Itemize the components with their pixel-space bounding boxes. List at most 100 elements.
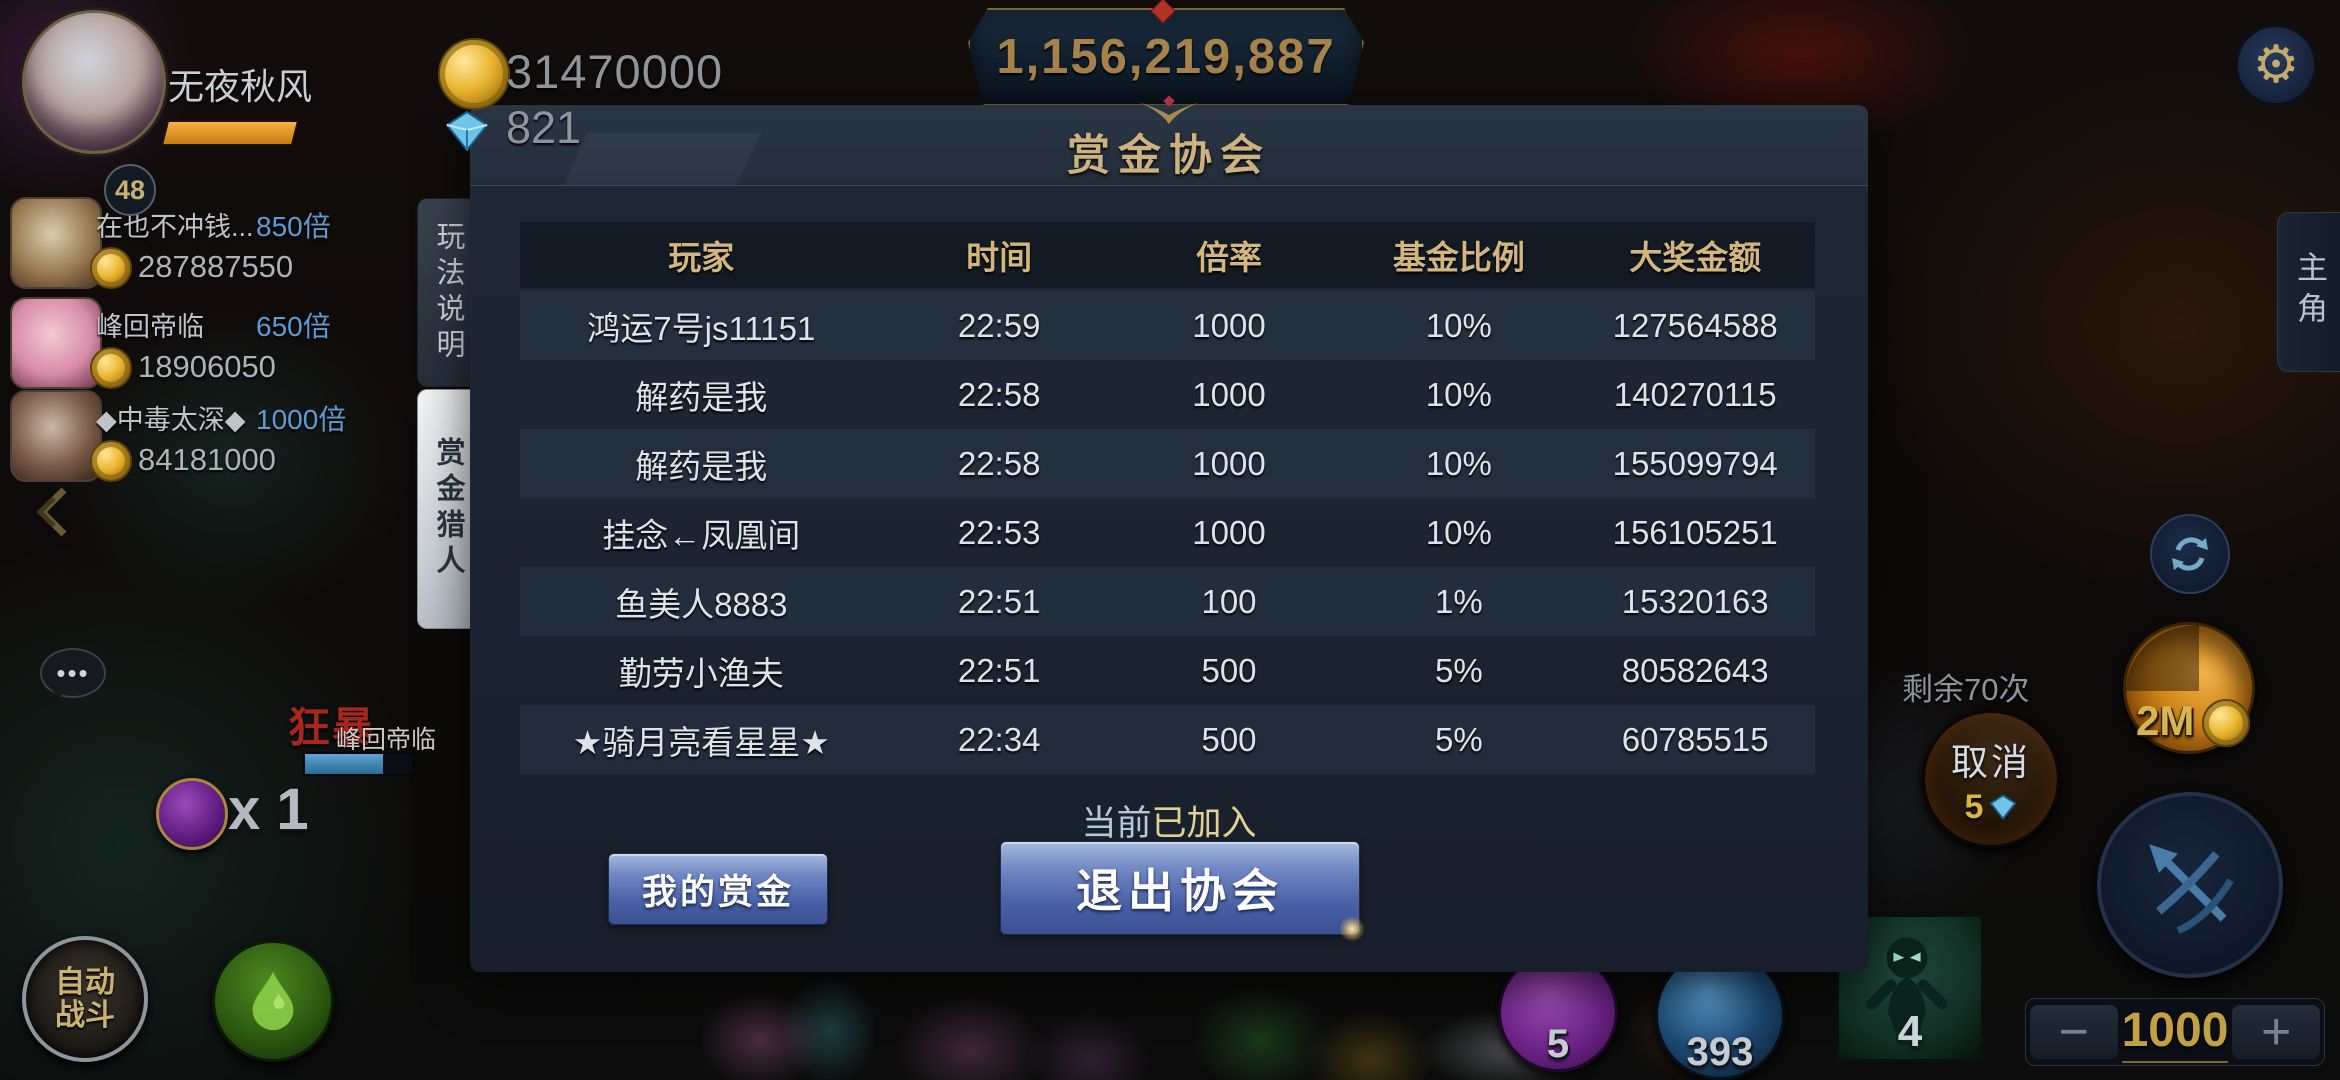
nearby-name: 峰回帝临 [96,312,204,342]
seafloor-creatures [470,960,1870,1080]
stickman-icon [1866,937,1948,1043]
cell-jackpot: 15320163 [1621,582,1769,620]
cell-time: 22:53 [957,513,1041,551]
nearby-name: ◆中毒太深◆ [96,405,246,435]
cell-time: 22:59 [957,306,1041,344]
combo-medal-icon [156,778,228,850]
water-drop-skill-button[interactable] [212,940,334,1062]
cell-fund: 10% [1425,444,1492,482]
cell-time: 22:34 [957,720,1041,758]
combo-multiplier: x 1 [228,777,309,842]
auto-battle-button[interactable]: 自动 战斗 [22,936,148,1062]
col-fund-ratio: 基金比例 [1392,239,1525,276]
bet-stepper: − 1000 + [2025,998,2325,1066]
bounty-guild-dialog: 赏金协会 玩家 时间 倍率 基金比例 大奖金额 鸿运7号js11151 22:5… [470,95,1868,972]
nearby-avatar [10,197,102,289]
player-level-badge: 48 [104,164,156,216]
bet-decrease-button[interactable]: − [2030,1003,2118,1061]
weapon-bow-button[interactable] [2097,792,2283,978]
tab-bounty-hunter[interactable]: 赏金猎人 [417,389,478,629]
skill-stickman-count: 4 [1897,1007,1923,1056]
gem-balance: 821 [506,102,582,153]
cell-jackpot: 80582643 [1621,651,1769,689]
crossbow-icon [2149,844,2234,934]
cancel-label: 取消 [1951,741,2031,783]
droplet-icon [252,971,294,1031]
nearby-avatar [10,297,102,389]
chat-bubble-icon[interactable]: ••• [40,648,106,698]
nearby-amount: 84181000 [138,442,276,477]
cell-player: 解药是我 [635,378,768,416]
nearby-player-row: 在也不冲钱... 850倍 287887550 [10,197,370,289]
cancel-cost: 5 [1964,787,1984,826]
quit-guild-button[interactable]: 退出协会 [1000,841,1365,942]
cell-jackpot: 156105251 [1612,513,1778,551]
coin-balance: 31470000 [506,45,724,98]
cell-fund: 5% [1435,651,1483,689]
cell-rate: 1000 [1192,375,1266,413]
nearby-multiplier: 850倍 [256,211,331,242]
player-name: 无夜秋风 [168,66,313,107]
coin-icon [90,247,132,289]
player-avatar[interactable] [22,10,166,154]
coin-icon [90,440,132,482]
cannon-power-badge: 2M [2136,697,2195,744]
settings-gear-button[interactable]: ⚙ [2235,24,2317,106]
collapse-left-icon[interactable] [30,486,70,543]
cell-player: 勤劳小渔夫 [618,654,784,692]
cell-rate: 1000 [1192,306,1266,344]
table-row: 勤劳小渔夫 22:51 500 5% 80582643 [520,636,1815,705]
col-player: 玩家 [668,239,735,276]
cell-fund: 10% [1425,513,1492,551]
skill-ice-count: 393 [1686,1030,1754,1074]
join-status: 当前已加入 [470,795,1868,846]
switch-cannon-button[interactable] [2150,514,2230,594]
cannon-power-button[interactable]: 2M [2123,622,2255,754]
cell-time: 22:51 [957,651,1041,689]
cell-player: 挂念←凤凰间 [602,516,801,554]
cell-time: 22:58 [957,375,1041,413]
tab-main-character[interactable]: 主角 [2277,212,2340,372]
tab-rules[interactable]: 玩法说明 [417,198,478,387]
cell-time: 22:51 [957,582,1041,620]
skill-purple-button[interactable]: 5 [1498,952,1618,1072]
nearby-multiplier: 650倍 [256,311,331,342]
col-time: 时间 [966,239,1033,276]
rage-label: 狂暴 [288,704,377,751]
cell-player: ★骑月亮看星星★ [572,723,830,761]
cell-jackpot: 140270115 [1613,375,1777,413]
table-row: 解药是我 22:58 1000 10% 140270115 [520,360,1815,429]
cell-jackpot: 127564588 [1612,306,1778,344]
nearby-multiplier: 1000倍 [256,404,347,435]
cell-player: 鱼美人8883 [615,585,788,623]
chat-dots: ••• [56,657,90,688]
cell-rate: 1000 [1192,444,1266,482]
table-row: 鸿运7号js11151 22:59 1000 10% 127564588 [520,291,1815,360]
bet-increase-button[interactable]: + [2232,1003,2320,1061]
gem-icon [1989,794,2017,820]
cell-fund: 10% [1425,306,1492,344]
cell-player: 鸿运7号js11151 [587,309,816,347]
skill-purple-count: 5 [1546,1022,1570,1066]
table-row: 解药是我 22:58 1000 10% 155099794 [520,429,1815,498]
cell-time: 22:58 [957,444,1041,482]
status-suffix: 已加入 [1151,804,1257,843]
cell-fund: 5% [1435,720,1483,758]
col-jackpot: 大奖金额 [1629,239,1762,276]
cancel-button[interactable]: 取消 5 [1922,710,2060,848]
my-bounty-button[interactable]: 我的赏金 [608,853,828,925]
cell-fund: 1% [1435,582,1483,620]
title-ornament-icon [1121,95,1217,130]
gem-icon [444,110,490,152]
cell-fund: 10% [1425,375,1492,413]
bet-value: 1000 [2121,1001,2229,1063]
auto-battle-label-line2: 战斗 [55,999,115,1032]
rage-player-name: 峰回帝临 [336,726,437,754]
cell-jackpot: 155099794 [1612,444,1778,482]
gear-icon: ⚙ [2252,36,2300,94]
auto-battle-label-line1: 自动 [55,965,115,999]
remaining-count-label: 剩余70次 [1902,672,2030,707]
status-prefix: 当前 [1081,804,1152,843]
nearby-name: 在也不冲钱... [96,212,254,242]
